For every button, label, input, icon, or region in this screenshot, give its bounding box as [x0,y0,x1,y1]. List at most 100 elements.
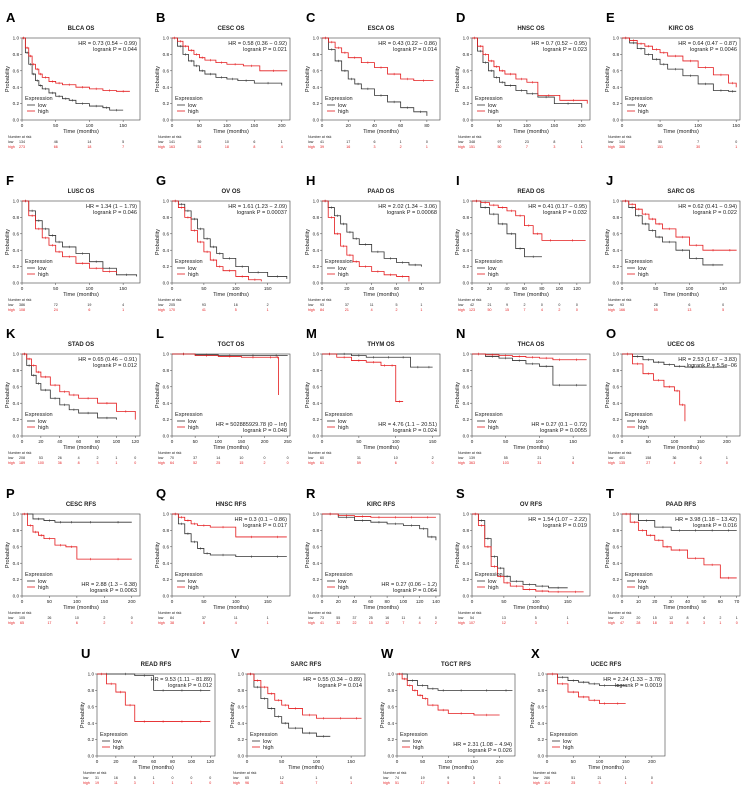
y-tick-label: 0.4 [313,248,320,253]
risk-value-high: 3 [535,621,537,625]
y-tick-label: 0.2 [13,101,20,106]
risk-value-low: 25 [369,616,373,620]
km-curve-high [547,673,626,704]
hazard-ratio: HR = 2.24 (1.33 − 3.78) [603,677,662,683]
risk-value-low: 37 [202,616,206,620]
legend-label-low: low [338,103,347,109]
risk-value-high: 3 [553,145,555,149]
risk-value-high: 135 [619,461,625,465]
risk-value-high: 96 [245,781,249,785]
km-curve-low [172,513,287,558]
legend-title: Expression [475,259,503,265]
risk-row-label-high: high [8,621,15,625]
panel-letter: N [456,326,466,341]
y-tick-label: 0.2 [463,417,470,422]
x-tick-label: 150 [347,759,355,764]
plot-frame [321,513,441,597]
chart-title: THYM OS [367,342,394,348]
y-tick-label: 0.4 [163,401,170,406]
y-tick-label: 0.8 [163,528,170,533]
plot-frame [171,353,291,437]
logrank-p: logrank P = 0.026 [468,748,512,754]
x-tick-label: 30 [669,599,675,604]
x-axis-label: Time (months) [63,605,99,611]
risk-value-low: 401 [619,456,625,460]
risk-value-high: 6 [88,308,90,312]
risk-value-low: 5 [134,776,136,780]
risk-value-low: 5 [122,140,124,144]
risk-value-low: 53 [39,456,43,460]
chart-title: PAAD RFS [666,502,696,508]
y-tick-label: 0.6 [313,231,320,236]
x-axis-label: Time (months) [363,605,399,611]
y-tick-label: 0.2 [88,737,95,742]
risk-value-low: 26 [47,616,51,620]
y-tick-label: 0.8 [163,368,170,373]
legend-title: Expression [100,732,128,738]
km-panel-w: W TGCT RFS 0.0 0.2 0.4 0.6 0.8 1.0 0 50 100 150 200 P… [375,636,525,786]
x-tick-label: 20 [346,123,352,128]
y-tick-label: 0.6 [613,231,620,236]
y-tick-label: 0.2 [238,737,245,742]
legend-label-low: low [338,579,347,585]
legend-label-high: high [188,425,199,431]
x-tick-label: 150 [564,599,572,604]
y-axis-label: Probability [605,542,611,568]
x-tick-label: 50 [201,599,207,604]
risk-value-high: 84 [320,308,324,312]
legend-title: Expression [550,732,578,738]
panel-letter: Q [156,486,167,501]
risk-value-high: 100 [38,461,44,465]
risk-value-high: 28 [636,621,640,625]
chart-title: UCEC RFS [591,662,622,668]
y-tick-label: 0.4 [163,85,170,90]
logrank-p: logrank P = 0.0055 [540,428,587,434]
legend-title: Expression [400,732,428,738]
risk-value-low: 286 [544,776,550,780]
x-axis-label: Time (months) [63,445,99,451]
x-tick-label: 40 [369,286,375,291]
x-tick-label: 100 [400,599,408,604]
km-panel-x: X UCEC RFS 0.0 0.2 0.4 0.6 0.8 1.0 0 50 100 150 200 P… [525,636,675,786]
km-plot: KIRC OS 0.0 0.2 0.4 0.6 0.8 1.0 0 50 100 150 Probab… [605,26,740,149]
risk-value-low: 141 [169,140,175,144]
risk-value-high: 3 [134,781,136,785]
y-tick-label: 0.0 [538,754,545,759]
chart-title: READ RFS [141,662,172,668]
km-plot: CESC OS 0.0 0.2 0.4 0.6 0.8 1.0 0 50 100 150 200 Pro… [155,26,291,149]
risk-value-high: 8 [203,621,205,625]
km-plot: THCA OS 0.0 0.2 0.4 0.6 0.8 1.0 0 50 100 150 Probab… [455,342,591,465]
risk-value-low: 0 [190,776,192,780]
x-tick-label: 200 [723,439,731,444]
x-tick-label: 50 [501,599,507,604]
y-tick-label: 0.4 [163,561,170,566]
y-tick-label: 1.0 [163,512,170,517]
y-tick-label: 0.0 [313,594,320,599]
risk-value-high: 1 [420,308,422,312]
y-tick-label: 0.8 [388,688,395,693]
risk-row-label-low: low [608,303,614,307]
risk-value-low: 134 [19,140,25,144]
km-plot: PAAD OS 0.0 0.2 0.4 0.6 0.8 1.0 0 20 40 60 80 Probab… [305,189,441,312]
x-tick-label: 150 [238,439,246,444]
risk-value-low: 0 [134,456,136,460]
risk-value-low: 205 [169,303,175,307]
x-tick-label: 200 [496,759,504,764]
y-tick-label: 0.2 [13,417,20,422]
risk-value-low: 4 [78,456,80,460]
x-tick-label: 50 [646,439,652,444]
hazard-ratio: HR = 0.62 (0.41 − 0.94) [678,204,737,210]
risk-value-low: 208 [19,456,25,460]
chart-title: HNSC RFS [216,502,247,508]
y-tick-label: 1.0 [613,36,620,41]
km-curve-low [322,200,422,267]
x-axis-label: Time (months) [663,292,699,298]
plot-frame [96,673,216,757]
km-panel-p: P CESC RFS 0.0 0.2 0.4 0.6 0.8 1.0 0 50 100 150 200 P… [0,476,150,626]
risk-value-low: 158 [645,456,651,460]
y-tick-label: 0.0 [613,594,620,599]
x-tick-label: 0 [246,759,249,764]
risk-value-high: 273 [19,145,25,149]
